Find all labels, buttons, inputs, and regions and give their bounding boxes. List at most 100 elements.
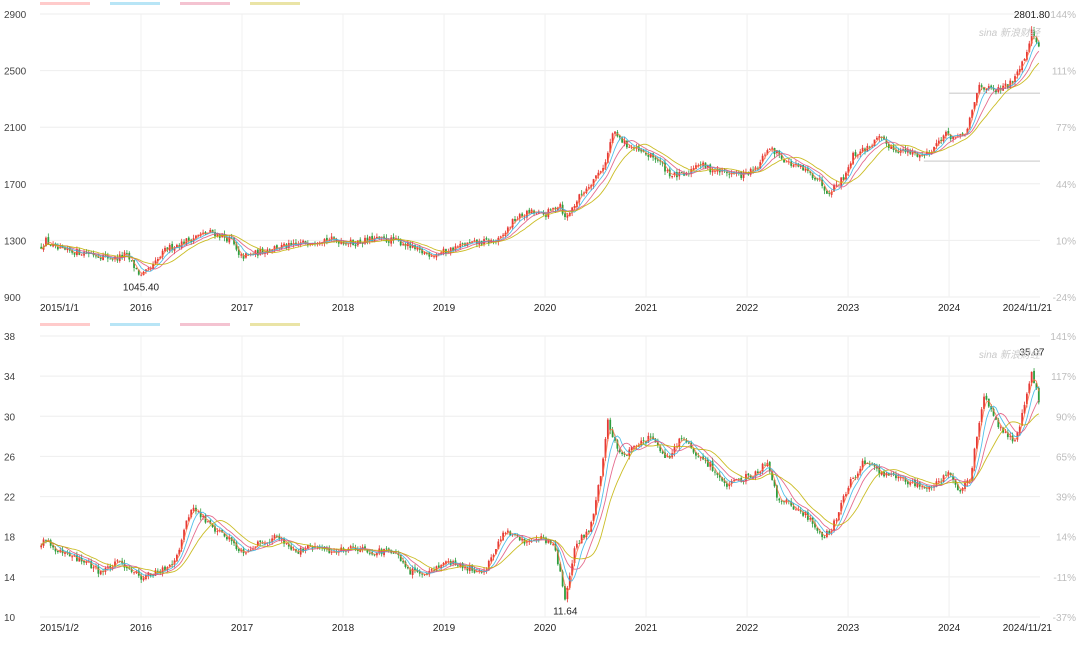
- y-left-tick-label: 10: [4, 613, 16, 624]
- candle-body: [368, 553, 371, 554]
- candle-body: [354, 244, 357, 247]
- candle-body: [602, 168, 604, 172]
- x-tick-label: 2024: [938, 303, 961, 314]
- candle-body: [742, 172, 745, 179]
- candle-body: [423, 252, 426, 254]
- candle-body: [211, 229, 214, 233]
- candle-body: [706, 459, 709, 467]
- candle-body: [1023, 59, 1026, 61]
- candle-body: [345, 243, 347, 245]
- candle-body: [792, 506, 795, 510]
- candle-body: [176, 244, 178, 248]
- candle-body: [40, 246, 43, 249]
- y-left-tick-label: 900: [4, 293, 21, 304]
- candle-body: [228, 236, 231, 243]
- candle-body: [164, 247, 166, 252]
- candle-body: [935, 143, 938, 146]
- candle-body: [373, 554, 376, 556]
- candle-body: [521, 538, 524, 541]
- y-left-tick-label: 38: [4, 332, 16, 343]
- candle-body: [906, 481, 909, 485]
- candle-body: [526, 541, 528, 543]
- candle-body: [159, 256, 162, 259]
- candle-body: [204, 515, 207, 523]
- candle-body: [706, 165, 709, 168]
- candle-body: [473, 569, 476, 573]
- y-right-tick-label: -37%: [1053, 613, 1076, 624]
- candle-body: [795, 163, 797, 165]
- candle-body: [1037, 42, 1040, 47]
- candle-body: [135, 267, 138, 270]
- candle-body: [511, 218, 514, 228]
- candle-body: [835, 519, 838, 521]
- candle-body: [728, 483, 731, 487]
- candle-body: [856, 155, 859, 157]
- candle-body: [130, 568, 133, 572]
- candle-body: [571, 563, 574, 576]
- candle-body: [195, 235, 197, 239]
- candle-body: [261, 542, 264, 544]
- candle-body: [795, 509, 797, 511]
- candle-body: [254, 546, 257, 548]
- x-tick-label: 2018: [332, 623, 355, 634]
- candle-body: [680, 438, 683, 440]
- candle-body: [452, 247, 454, 251]
- candle-body: [506, 227, 509, 233]
- y-left-tick-label: 18: [4, 533, 16, 544]
- candle-body: [95, 255, 97, 257]
- candle-body: [559, 563, 562, 572]
- candle-body: [845, 494, 847, 497]
- candle-body: [699, 457, 702, 459]
- candle-body: [523, 216, 526, 218]
- candle-body: [597, 172, 600, 177]
- candle-body: [73, 252, 76, 255]
- candle-body: [909, 482, 912, 485]
- candle-body: [630, 447, 633, 450]
- candle-body: [259, 540, 262, 543]
- candle-body: [140, 575, 143, 580]
- candle-body: [147, 572, 150, 576]
- candle-body: [978, 84, 981, 94]
- candle-body: [56, 550, 59, 553]
- candle-body: [778, 498, 781, 501]
- y-left-tick-label: 2500: [4, 67, 27, 78]
- candle-body: [961, 133, 964, 135]
- candle-body: [421, 573, 424, 575]
- candle-body: [873, 464, 876, 467]
- candle-body: [528, 209, 531, 214]
- y-right-tick-label: 39%: [1056, 493, 1076, 504]
- candle-body: [704, 459, 707, 461]
- candle-body: [206, 521, 209, 523]
- candle-body: [442, 562, 445, 566]
- candle-body: [618, 135, 621, 138]
- candle-body: [52, 244, 54, 247]
- candle-body: [937, 140, 940, 144]
- candles: [40, 368, 1040, 603]
- moving-average-line: [40, 399, 1040, 576]
- chart-panel-2: 38 34 30 26 22 18 14 10 141% 117% 90% 65% 39% 14% -11%…: [4, 323, 1076, 634]
- moving-average-line: [41, 35, 1040, 275]
- candle-body: [980, 85, 983, 87]
- candle-body: [240, 254, 243, 256]
- candle-body: [499, 539, 502, 541]
- candle-body: [861, 147, 864, 152]
- candle-body: [602, 458, 604, 476]
- candle-body: [171, 564, 174, 565]
- candle-body: [976, 93, 978, 103]
- candle-body: [302, 240, 304, 243]
- candle-body: [430, 569, 433, 571]
- candle-body: [773, 479, 776, 487]
- candle-body: [78, 557, 81, 562]
- candle-body: [66, 247, 69, 251]
- candle-body: [385, 237, 388, 242]
- x-tick-label: 2017: [231, 303, 254, 314]
- candle-body: [552, 207, 554, 210]
- candle-body: [233, 237, 235, 245]
- candle-body: [664, 452, 666, 458]
- candle-body: [797, 509, 800, 511]
- candle-body: [978, 422, 981, 437]
- candle-body: [564, 585, 566, 600]
- y-left-tick-label: 22: [4, 493, 16, 504]
- candle-body: [628, 146, 631, 148]
- candle-body: [349, 546, 352, 548]
